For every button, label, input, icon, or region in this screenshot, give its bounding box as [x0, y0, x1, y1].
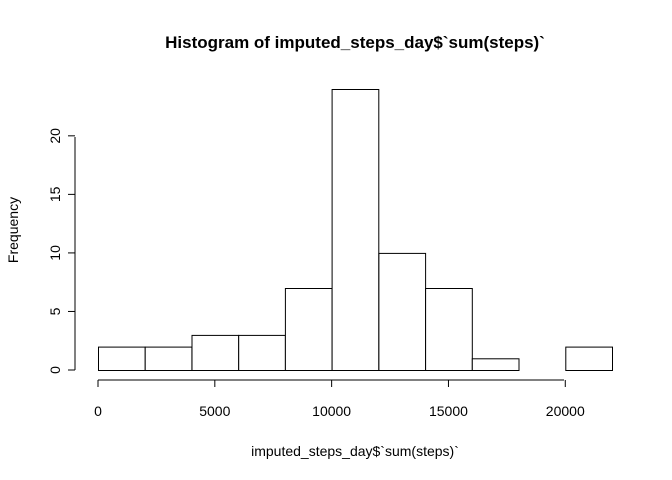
histogram-bar-5: [331, 89, 380, 371]
y-tick-label-4: 20: [47, 128, 63, 144]
histogram-bar-6: [378, 252, 427, 371]
histogram-bar-0: [98, 346, 146, 372]
x-tick-label-2: 10000: [312, 403, 351, 419]
histogram-bar-3: [238, 334, 286, 371]
y-tick-label-0: 0: [47, 366, 63, 374]
histogram-bar-10: [565, 346, 613, 372]
x-axis: 0 5000 10000 15000 20000: [94, 379, 585, 419]
y-tick-label-2: 10: [47, 245, 63, 261]
y-axis: 0 5 10 15 20: [47, 128, 76, 374]
x-tick-label-0: 0: [94, 403, 102, 419]
y-axis-label: Frequency: [5, 197, 21, 263]
x-axis-label: imputed_steps_day$`sum(steps)`: [251, 443, 459, 459]
chart-title: Histogram of imputed_steps_day$`sum(step…: [165, 33, 545, 52]
y-tick-label-3: 15: [47, 186, 63, 202]
x-tick-label-1: 5000: [199, 403, 230, 419]
x-tick-label-4: 20000: [546, 403, 585, 419]
y-tick-label-1: 5: [47, 307, 63, 315]
x-tick-label-3: 15000: [429, 403, 468, 419]
histogram-bar-4: [284, 288, 333, 371]
histogram-bar-2: [191, 334, 240, 371]
histogram-bar-7: [425, 288, 473, 371]
bars-group: [98, 89, 613, 372]
histogram-bar-1: [144, 346, 193, 372]
histogram-bar-8: [471, 358, 520, 371]
